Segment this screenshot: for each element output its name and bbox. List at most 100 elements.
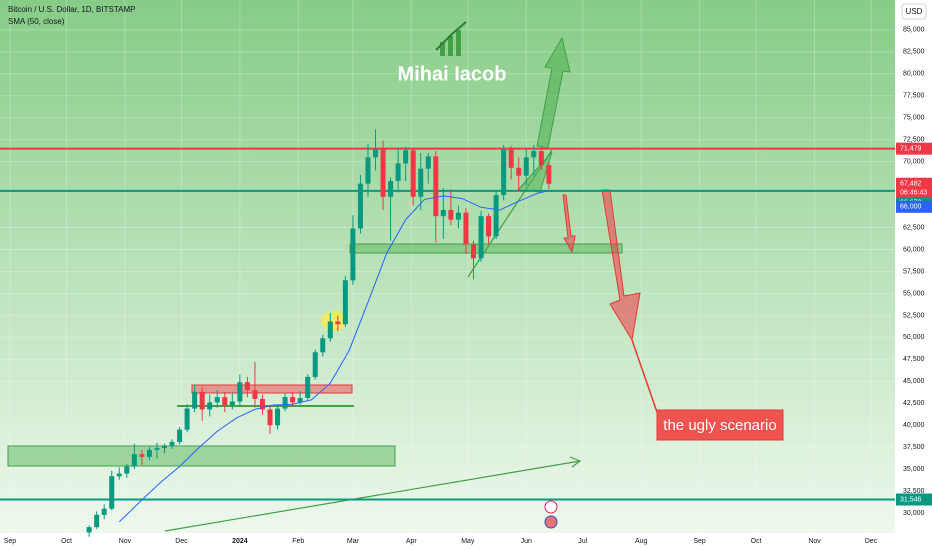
- candle-body: [418, 168, 424, 197]
- candle-body: [327, 321, 333, 339]
- candle-body: [478, 216, 484, 259]
- candle-body: [523, 157, 529, 176]
- x-tick-label: Sep: [693, 538, 706, 545]
- y-tick-label: 70,000: [903, 159, 925, 166]
- x-tick-label: Oct: [61, 538, 72, 545]
- candle-body: [146, 449, 152, 457]
- plot-background: [0, 0, 895, 533]
- logo-bar: [440, 42, 445, 56]
- y-tick-label: 75,000: [903, 115, 925, 122]
- drawings: [7, 21, 784, 532]
- x-tick-label: Oct: [751, 538, 762, 545]
- time-axis: [0, 533, 895, 550]
- currency-button[interactable]: [901, 3, 927, 20]
- price-tag: [896, 142, 932, 155]
- y-tick-label: 82,500: [903, 49, 925, 56]
- y-tick-label: 40,000: [903, 422, 925, 429]
- indicator-label: SMA (50, close): [8, 17, 65, 26]
- up-arrow: [536, 36, 571, 149]
- event-icon[interactable]: [544, 515, 558, 529]
- x-tick-label: Aug: [635, 538, 648, 545]
- y-tick-label: 52,500: [903, 312, 925, 319]
- candle-body: [267, 409, 273, 426]
- x-tick-label: Mar: [347, 538, 360, 545]
- y-tick-label: 50,000: [903, 334, 925, 341]
- logo-icon: [435, 21, 467, 56]
- candle-body: [365, 157, 371, 184]
- countdown-label: 06:46:43: [900, 190, 927, 197]
- candle-body: [124, 466, 130, 474]
- arrow-head: [569, 456, 582, 468]
- y-tick-label: 47,500: [903, 356, 925, 363]
- candle-body: [131, 454, 137, 467]
- candle-body: [380, 149, 386, 197]
- logo-bar: [448, 36, 453, 56]
- y-tick-label: 72,500: [903, 137, 925, 144]
- candle-body: [290, 397, 296, 403]
- candle-body: [486, 216, 492, 237]
- candle-body: [395, 163, 401, 181]
- x-tick-label: Feb: [292, 538, 304, 545]
- down-arrow: [601, 189, 641, 342]
- event-icon[interactable]: [544, 500, 558, 514]
- logo-arrow: [435, 21, 467, 51]
- y-tick-label: 55,000: [903, 290, 925, 297]
- candle-body: [259, 398, 265, 410]
- candle-body: [312, 352, 318, 377]
- callout-box: [656, 409, 784, 441]
- candle-body: [109, 476, 115, 509]
- candle-body: [425, 156, 431, 169]
- candle-body: [184, 408, 190, 430]
- candle-body: [357, 183, 363, 229]
- x-tick-label: Dec: [865, 538, 878, 545]
- candle-body: [546, 165, 552, 184]
- y-tick-label: 30,000: [903, 510, 925, 517]
- candle-body: [508, 149, 514, 168]
- down-arrow: [562, 194, 576, 254]
- price-tag-label: 31,546: [900, 496, 922, 503]
- x-tick-label: May: [461, 538, 475, 545]
- price-tag-label: 67,482: [900, 181, 922, 188]
- candle-body: [501, 149, 507, 196]
- support-zone: [7, 445, 396, 467]
- candle-body: [282, 397, 288, 409]
- y-tick-label: 35,000: [903, 466, 925, 473]
- candle-body: [139, 454, 145, 457]
- trend-line: [164, 460, 581, 532]
- candle-body: [388, 180, 394, 197]
- candle-body: [305, 376, 311, 399]
- price-axis: [895, 0, 932, 550]
- y-tick-label: 80,000: [903, 71, 925, 78]
- candle-body: [192, 391, 198, 409]
- candle-body: [493, 195, 499, 237]
- candle-body: [463, 212, 469, 245]
- logo-text: Mihai Iacob: [398, 63, 507, 85]
- y-tick-label: 62,500: [903, 224, 925, 231]
- candle-body: [538, 151, 544, 166]
- candle-body: [199, 391, 205, 410]
- currency-label: USD: [906, 7, 923, 16]
- candle-body: [350, 228, 356, 281]
- candle-body: [229, 401, 235, 406]
- candle-body: [275, 408, 281, 426]
- price-tag-label: 66,000: [900, 204, 922, 211]
- candle-body: [177, 429, 183, 442]
- x-tick-label: Jun: [521, 538, 532, 545]
- chart-title: Bitcoin / U.S. Dollar, 1D, BITSTAMP: [8, 5, 135, 14]
- candle-body: [471, 244, 477, 259]
- resistance-zone: [191, 384, 353, 394]
- y-tick-label: 32,500: [903, 488, 925, 495]
- x-tick-label: Apr: [406, 538, 418, 545]
- y-tick-label: 42,500: [903, 400, 925, 407]
- y-tick-label: 37,500: [903, 444, 925, 451]
- sma-line: [118, 190, 550, 523]
- price-tag: [896, 493, 932, 506]
- candle-body: [403, 150, 409, 164]
- x-tick-label: Jul: [578, 538, 587, 545]
- candle-body: [207, 402, 213, 410]
- marks: [0, 129, 895, 537]
- candle-body: [320, 338, 326, 353]
- candle-body: [433, 156, 439, 217]
- candle-body: [335, 321, 341, 325]
